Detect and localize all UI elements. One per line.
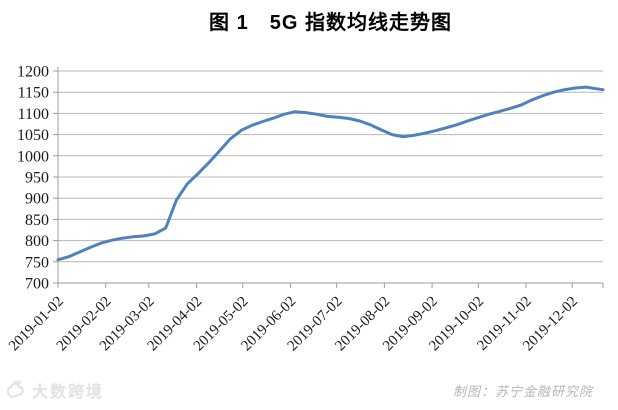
y-axis-label: 700 — [25, 276, 49, 293]
watermark-logo-icon — [6, 380, 24, 399]
y-axis-label: 850 — [25, 212, 49, 229]
y-axis-label: 1000 — [17, 148, 49, 165]
watermark: 大数跨境 — [6, 378, 104, 402]
y-axis-label: 750 — [25, 254, 49, 271]
y-axis-label: 900 — [25, 191, 49, 208]
y-axis-label: 1200 — [17, 64, 49, 81]
y-axis-label: 1150 — [18, 85, 49, 102]
chart-title: 图 1 5G 指数均线走势图 — [209, 12, 452, 34]
y-axis-label: 1100 — [18, 106, 49, 123]
y-axis-label: 1050 — [17, 127, 49, 144]
y-axis-label: 800 — [25, 233, 49, 250]
y-axis-label: 950 — [25, 170, 49, 187]
trend-line-5g-index — [56, 85, 605, 262]
credit-text: 制图：苏宁金融研究院 — [452, 384, 593, 399]
watermark-text: 大数跨境 — [32, 384, 105, 401]
